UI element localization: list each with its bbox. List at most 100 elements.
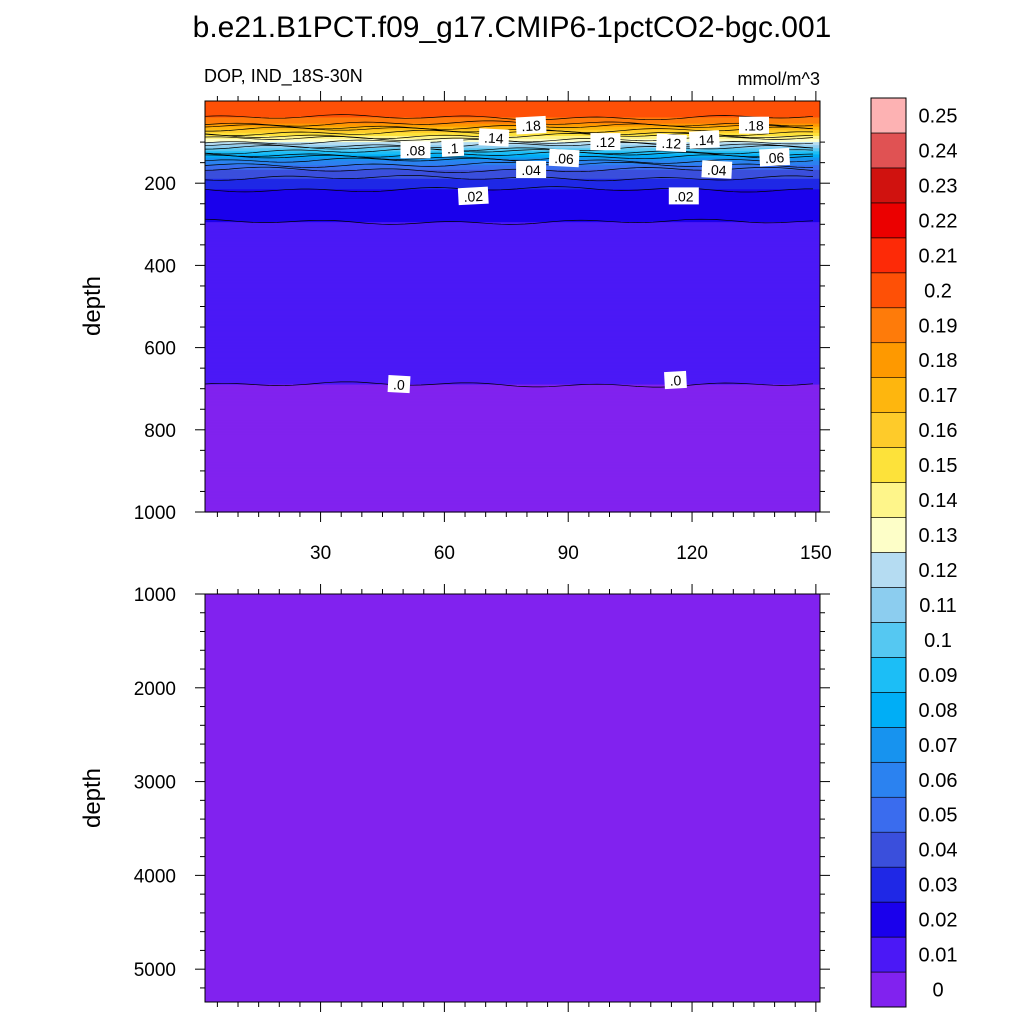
contour-band: [205, 417, 820, 420]
contour-band: [205, 253, 820, 256]
colorbar-swatch: [870, 727, 907, 763]
contour-band: [205, 155, 820, 159]
contour-label: .0: [387, 375, 411, 394]
contour-band: [205, 410, 820, 413]
contour-band: [205, 489, 820, 492]
colorbar-swatch: [870, 622, 907, 658]
contour-line: [204, 123, 814, 130]
contour-line: [204, 148, 814, 155]
contour-band: [205, 378, 820, 381]
contour-band: [205, 262, 820, 265]
contour-band: [205, 181, 820, 184]
contour-band: [205, 255, 820, 258]
y-tick-label: 1000: [134, 503, 176, 524]
variable-subtitle: DOP, IND_18S-30N: [204, 66, 363, 87]
contour-label-text: .14: [694, 131, 714, 148]
contour-band: [205, 423, 820, 426]
contour-label: .06: [759, 147, 790, 167]
contour-band: [205, 383, 820, 386]
contour-band: [205, 334, 820, 338]
contour-band: [205, 342, 820, 345]
colorbar-label: 0.01: [919, 945, 958, 967]
contour-band: [205, 497, 820, 500]
colorbar-label: 0.09: [919, 665, 958, 687]
contour-band: [205, 372, 820, 375]
contour-band: [205, 389, 820, 392]
colorbar-frame: [870, 97, 907, 1008]
colorbar-label: 0.19: [919, 315, 958, 337]
contour-band: [205, 247, 820, 250]
contour-band: [205, 107, 820, 110]
contour-band: [205, 467, 820, 470]
contour-band: [205, 452, 820, 455]
contour-band: [205, 246, 820, 249]
contour-band: [205, 363, 820, 366]
colorbar-label: 0.11: [919, 595, 956, 617]
y-tick-label: 1000: [134, 585, 176, 606]
colorbar-swatch: [870, 552, 907, 588]
contour-band: [205, 198, 820, 201]
contour-band: [205, 104, 820, 107]
contour-band: [205, 477, 820, 480]
contour-band: [205, 509, 820, 512]
contour-band: [205, 468, 820, 471]
contour-label-text: .06: [764, 149, 784, 166]
contour-band: [205, 459, 820, 462]
contour-band: [205, 279, 820, 282]
colorbar-label: 0.13: [919, 525, 958, 547]
contour-band: [205, 271, 820, 274]
contour-band: [205, 178, 820, 181]
colorbar-swatch: [870, 237, 907, 274]
units-subtitle: mmol/m^3: [738, 69, 820, 89]
contour-band: [205, 256, 820, 259]
colorbar-swatch: [870, 482, 907, 518]
contour-band: [205, 274, 820, 277]
y-tick-label: 400: [144, 256, 176, 277]
y-tick-label: 3000: [134, 773, 176, 794]
contour-band: [205, 504, 820, 507]
contour-band: [205, 396, 820, 399]
contour-band: [205, 425, 820, 428]
colorbar-swatch: [870, 272, 907, 309]
contour-band: [205, 243, 820, 246]
contour-band: [205, 476, 820, 479]
contour-band: [205, 214, 820, 217]
colorbar-label: 0.06: [919, 770, 958, 792]
contour-label: .04: [516, 161, 547, 178]
colorbar-swatch: [870, 517, 907, 553]
contour-band: [205, 265, 820, 268]
contour-label-text: .0: [393, 376, 406, 393]
contour-band: [205, 473, 820, 476]
contour-band: [205, 354, 820, 357]
contour-band: [205, 184, 820, 187]
y-tick-label: 4000: [134, 866, 176, 887]
contour-label-text: .04: [707, 162, 727, 179]
contour-band: [205, 137, 820, 140]
contour-band: [205, 101, 820, 104]
colorbar-swatch: [870, 657, 907, 693]
contour-band: [205, 193, 820, 197]
contour-band: [205, 235, 820, 238]
contour-label: .06: [548, 148, 580, 168]
contour-band: [205, 449, 820, 452]
colorbar-swatch: [870, 307, 907, 344]
contour-band: [205, 192, 820, 195]
contour-band: [205, 321, 820, 324]
contour-band: [205, 480, 820, 483]
colorbar-label: 0.02: [919, 910, 958, 932]
contour-band: [205, 464, 820, 467]
contour-band: [205, 500, 820, 503]
contour-band: [205, 337, 820, 341]
contour-band: [205, 450, 820, 453]
contour-line: [204, 381, 814, 388]
contour-band: [205, 411, 820, 414]
contour-band: [205, 371, 820, 374]
contour-band: [205, 211, 820, 214]
contour-band: [205, 304, 820, 307]
contour-band: [205, 351, 820, 354]
contour-band: [205, 291, 820, 294]
contour-band: [205, 195, 820, 198]
colorbar-label: 0.2: [924, 280, 952, 302]
contour-band: [205, 294, 820, 297]
colorbar-label: 0.16: [919, 420, 958, 442]
